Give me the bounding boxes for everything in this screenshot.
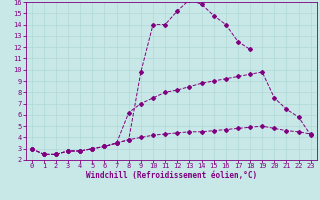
X-axis label: Windchill (Refroidissement éolien,°C): Windchill (Refroidissement éolien,°C) bbox=[86, 171, 257, 180]
